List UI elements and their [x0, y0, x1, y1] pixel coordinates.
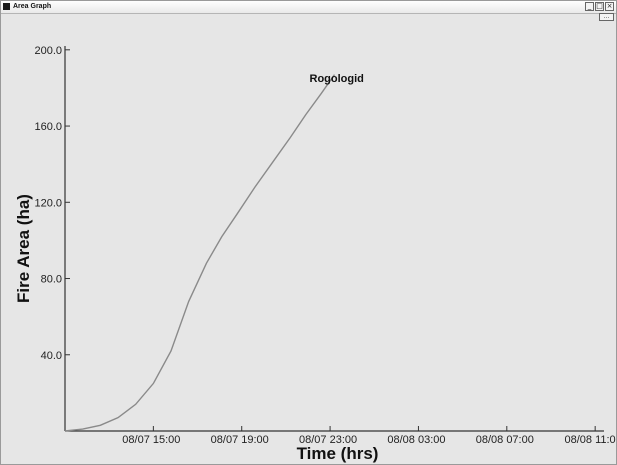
minimize-button[interactable]: _ — [585, 2, 594, 11]
x-tick-label-2: 08/07 23:00 — [299, 434, 357, 446]
window-title: Area Graph — [13, 3, 52, 10]
ticks: 40.0 80.0 120.0 160.0 200.0 08/07 15:00 08/07 … — [34, 45, 616, 446]
x-axis-title: Time (hrs) — [297, 444, 379, 463]
y-tick-label-0: 40.0 — [41, 350, 62, 362]
y-axis-title: Fire Area (ha) — [14, 194, 33, 303]
close-button[interactable]: × — [605, 2, 614, 11]
series — [64, 74, 336, 432]
x-tick-label-4: 08/08 07:00 — [476, 434, 534, 446]
series-annotation: Rogologid — [310, 73, 364, 85]
series-line-0 — [64, 74, 336, 432]
axes — [64, 46, 604, 432]
y-tick-label-4: 200.0 — [34, 45, 62, 57]
x-tick-label-0: 08/07 15:00 — [122, 434, 180, 446]
app-icon — [3, 3, 10, 10]
restore-button[interactable]: … — [599, 13, 614, 21]
title-bar[interactable]: Area Graph _ □ × — [1, 1, 616, 14]
x-tick-label-5: 08/08 11:00 — [565, 434, 616, 446]
y-tick-label-1: 80.0 — [41, 274, 62, 286]
x-tick-label-1: 08/07 19:00 — [211, 434, 269, 446]
y-tick-label-2: 120.0 — [34, 197, 62, 209]
y-tick-label-3: 160.0 — [34, 121, 62, 133]
x-tick-label-3: 08/08 03:00 — [387, 434, 445, 446]
maximize-button[interactable]: □ — [595, 2, 604, 11]
